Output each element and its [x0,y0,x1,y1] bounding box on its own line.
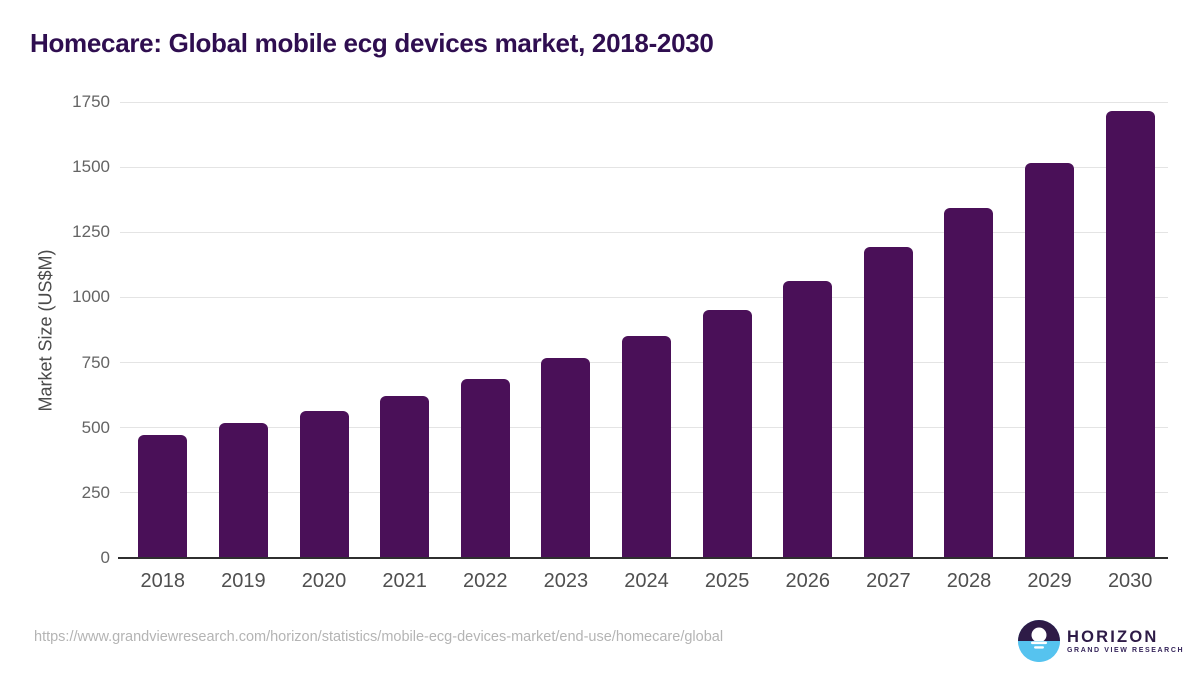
gridline-1250 [120,231,1168,233]
x-tick-label-2018: 2018 [140,570,186,592]
x-axis-line [118,557,1168,559]
x-tick-label-2021: 2021 [382,570,427,592]
x-tick-label-2030: 2030 [1107,570,1153,592]
y-tick-label-0: 0 [100,548,110,567]
logo-tagline: GRAND VIEW RESEARCH [1067,647,1185,654]
y-tick-label-500: 500 [81,417,110,437]
x-tick-label-2019: 2019 [221,570,266,592]
bar-2020[interactable] [299,411,349,558]
x-tick-label-2025: 2025 [704,570,750,592]
bar-2025[interactable] [702,310,752,558]
gridline-1750 [120,101,1168,103]
y-axis-title: Market Size (US$M) [35,249,56,412]
chart-title: Homecare: Global mobile ecg devices mark… [30,28,714,58]
x-tick-label-2023: 2023 [543,570,589,592]
x-tick-label-2028: 2028 [946,570,992,592]
x-tick-label-2027: 2027 [866,570,911,592]
source-url: https://www.grandviewresearch.com/horizo… [34,629,724,645]
bar-2023[interactable] [541,358,591,558]
bar-2024[interactable] [622,336,671,558]
y-tick-label-1250: 1250 [72,222,110,242]
bar-2022[interactable] [460,379,510,558]
x-tick-label-2026: 2026 [785,570,830,592]
x-tick-label-2022: 2022 [463,570,508,592]
y-tick-label-1500: 1500 [72,157,110,177]
y-tick-label-1000: 1000 [72,287,110,307]
gridline-1000 [120,296,1168,298]
bar-2021[interactable] [380,396,430,558]
logo-brand: HORIZON [1067,628,1159,646]
bar-2027[interactable] [863,247,913,558]
x-tick-label-2020: 2020 [301,570,347,592]
x-tick-label-2024: 2024 [624,570,669,592]
bar-2018[interactable] [138,435,188,558]
x-tick-label-2029: 2029 [1027,570,1072,592]
bar-2030[interactable] [1105,111,1155,558]
horizon-logo: HORIZON GRAND VIEW RESEARCH [1018,620,1184,662]
logo-text: HORIZON GRAND VIEW RESEARCH [1067,628,1184,654]
horizon-sun-icon [1018,620,1060,662]
bar-2029[interactable] [1025,163,1075,558]
y-tick-label-750: 750 [81,352,110,372]
y-tick-label-250: 250 [81,482,110,502]
bar-2028[interactable] [944,208,994,558]
bar-2026[interactable] [783,281,833,558]
plot-area [120,101,1168,558]
bar-2019[interactable] [218,423,268,558]
y-tick-label-1750: 1750 [72,92,110,111]
gridline-1500 [120,166,1168,168]
